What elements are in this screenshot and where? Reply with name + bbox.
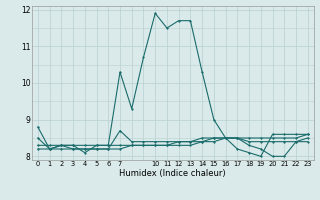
X-axis label: Humidex (Indice chaleur): Humidex (Indice chaleur) [119, 169, 226, 178]
